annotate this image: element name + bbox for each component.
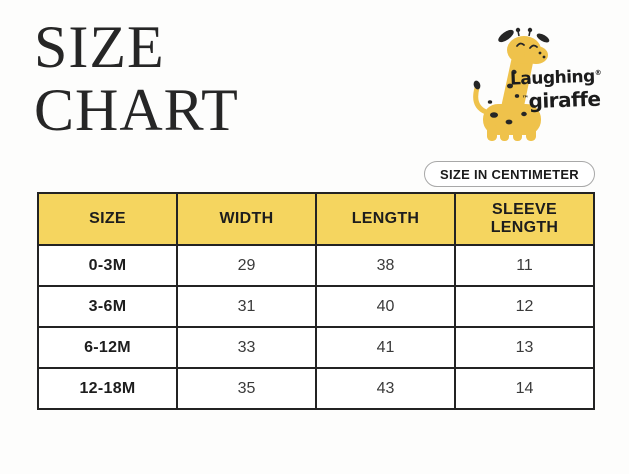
brand-word-giraffe: giraffe: [528, 86, 601, 114]
table-row: 12-18M 35 43 14: [37, 367, 595, 410]
registered-mark: ®: [594, 68, 602, 77]
title-line-chart: CHART: [34, 77, 239, 143]
cell-width: 31: [176, 285, 317, 328]
giraffe-icon: [473, 27, 550, 141]
size-table: SIZE WIDTH LENGTH SLEEVE LENGTH 0-3M 29 …: [37, 192, 595, 410]
cell-sleeve-length: 11: [454, 244, 595, 287]
cell-sleeve-length: 12: [454, 285, 595, 328]
cell-length: 41: [315, 326, 456, 369]
table-header-row: SIZE WIDTH LENGTH SLEEVE LENGTH: [37, 192, 595, 246]
brand-logo: Laughing® ™giraffe: [470, 24, 605, 144]
cell-sleeve-length: 14: [454, 367, 595, 410]
brand-name-line2: ™giraffe: [522, 87, 601, 114]
cell-width: 35: [176, 367, 317, 410]
column-header-sleeve-length: SLEEVE LENGTH: [454, 192, 595, 246]
table-row: 6-12M 33 41 13: [37, 326, 595, 369]
cell-size: 0-3M: [37, 244, 178, 287]
cell-width: 33: [176, 326, 317, 369]
page-title: SIZE CHART: [34, 16, 239, 142]
cell-width: 29: [176, 244, 317, 287]
cell-size: 6-12M: [37, 326, 178, 369]
cell-sleeve-length: 13: [454, 326, 595, 369]
cell-length: 43: [315, 367, 456, 410]
column-header-length: LENGTH: [315, 192, 456, 246]
cell-size: 3-6M: [37, 285, 178, 328]
table-row: 0-3M 29 38 11: [37, 244, 595, 287]
column-header-size: SIZE: [37, 192, 178, 246]
column-header-width: WIDTH: [176, 192, 317, 246]
cell-length: 38: [315, 244, 456, 287]
title-line-size: SIZE: [34, 14, 165, 80]
cell-length: 40: [315, 285, 456, 328]
brand-word-laughing: Laughing: [509, 66, 596, 90]
table-row: 3-6M 31 40 12: [37, 285, 595, 328]
unit-badge: SIZE IN CENTIMETER: [423, 161, 595, 187]
cell-size: 12-18M: [37, 367, 178, 410]
